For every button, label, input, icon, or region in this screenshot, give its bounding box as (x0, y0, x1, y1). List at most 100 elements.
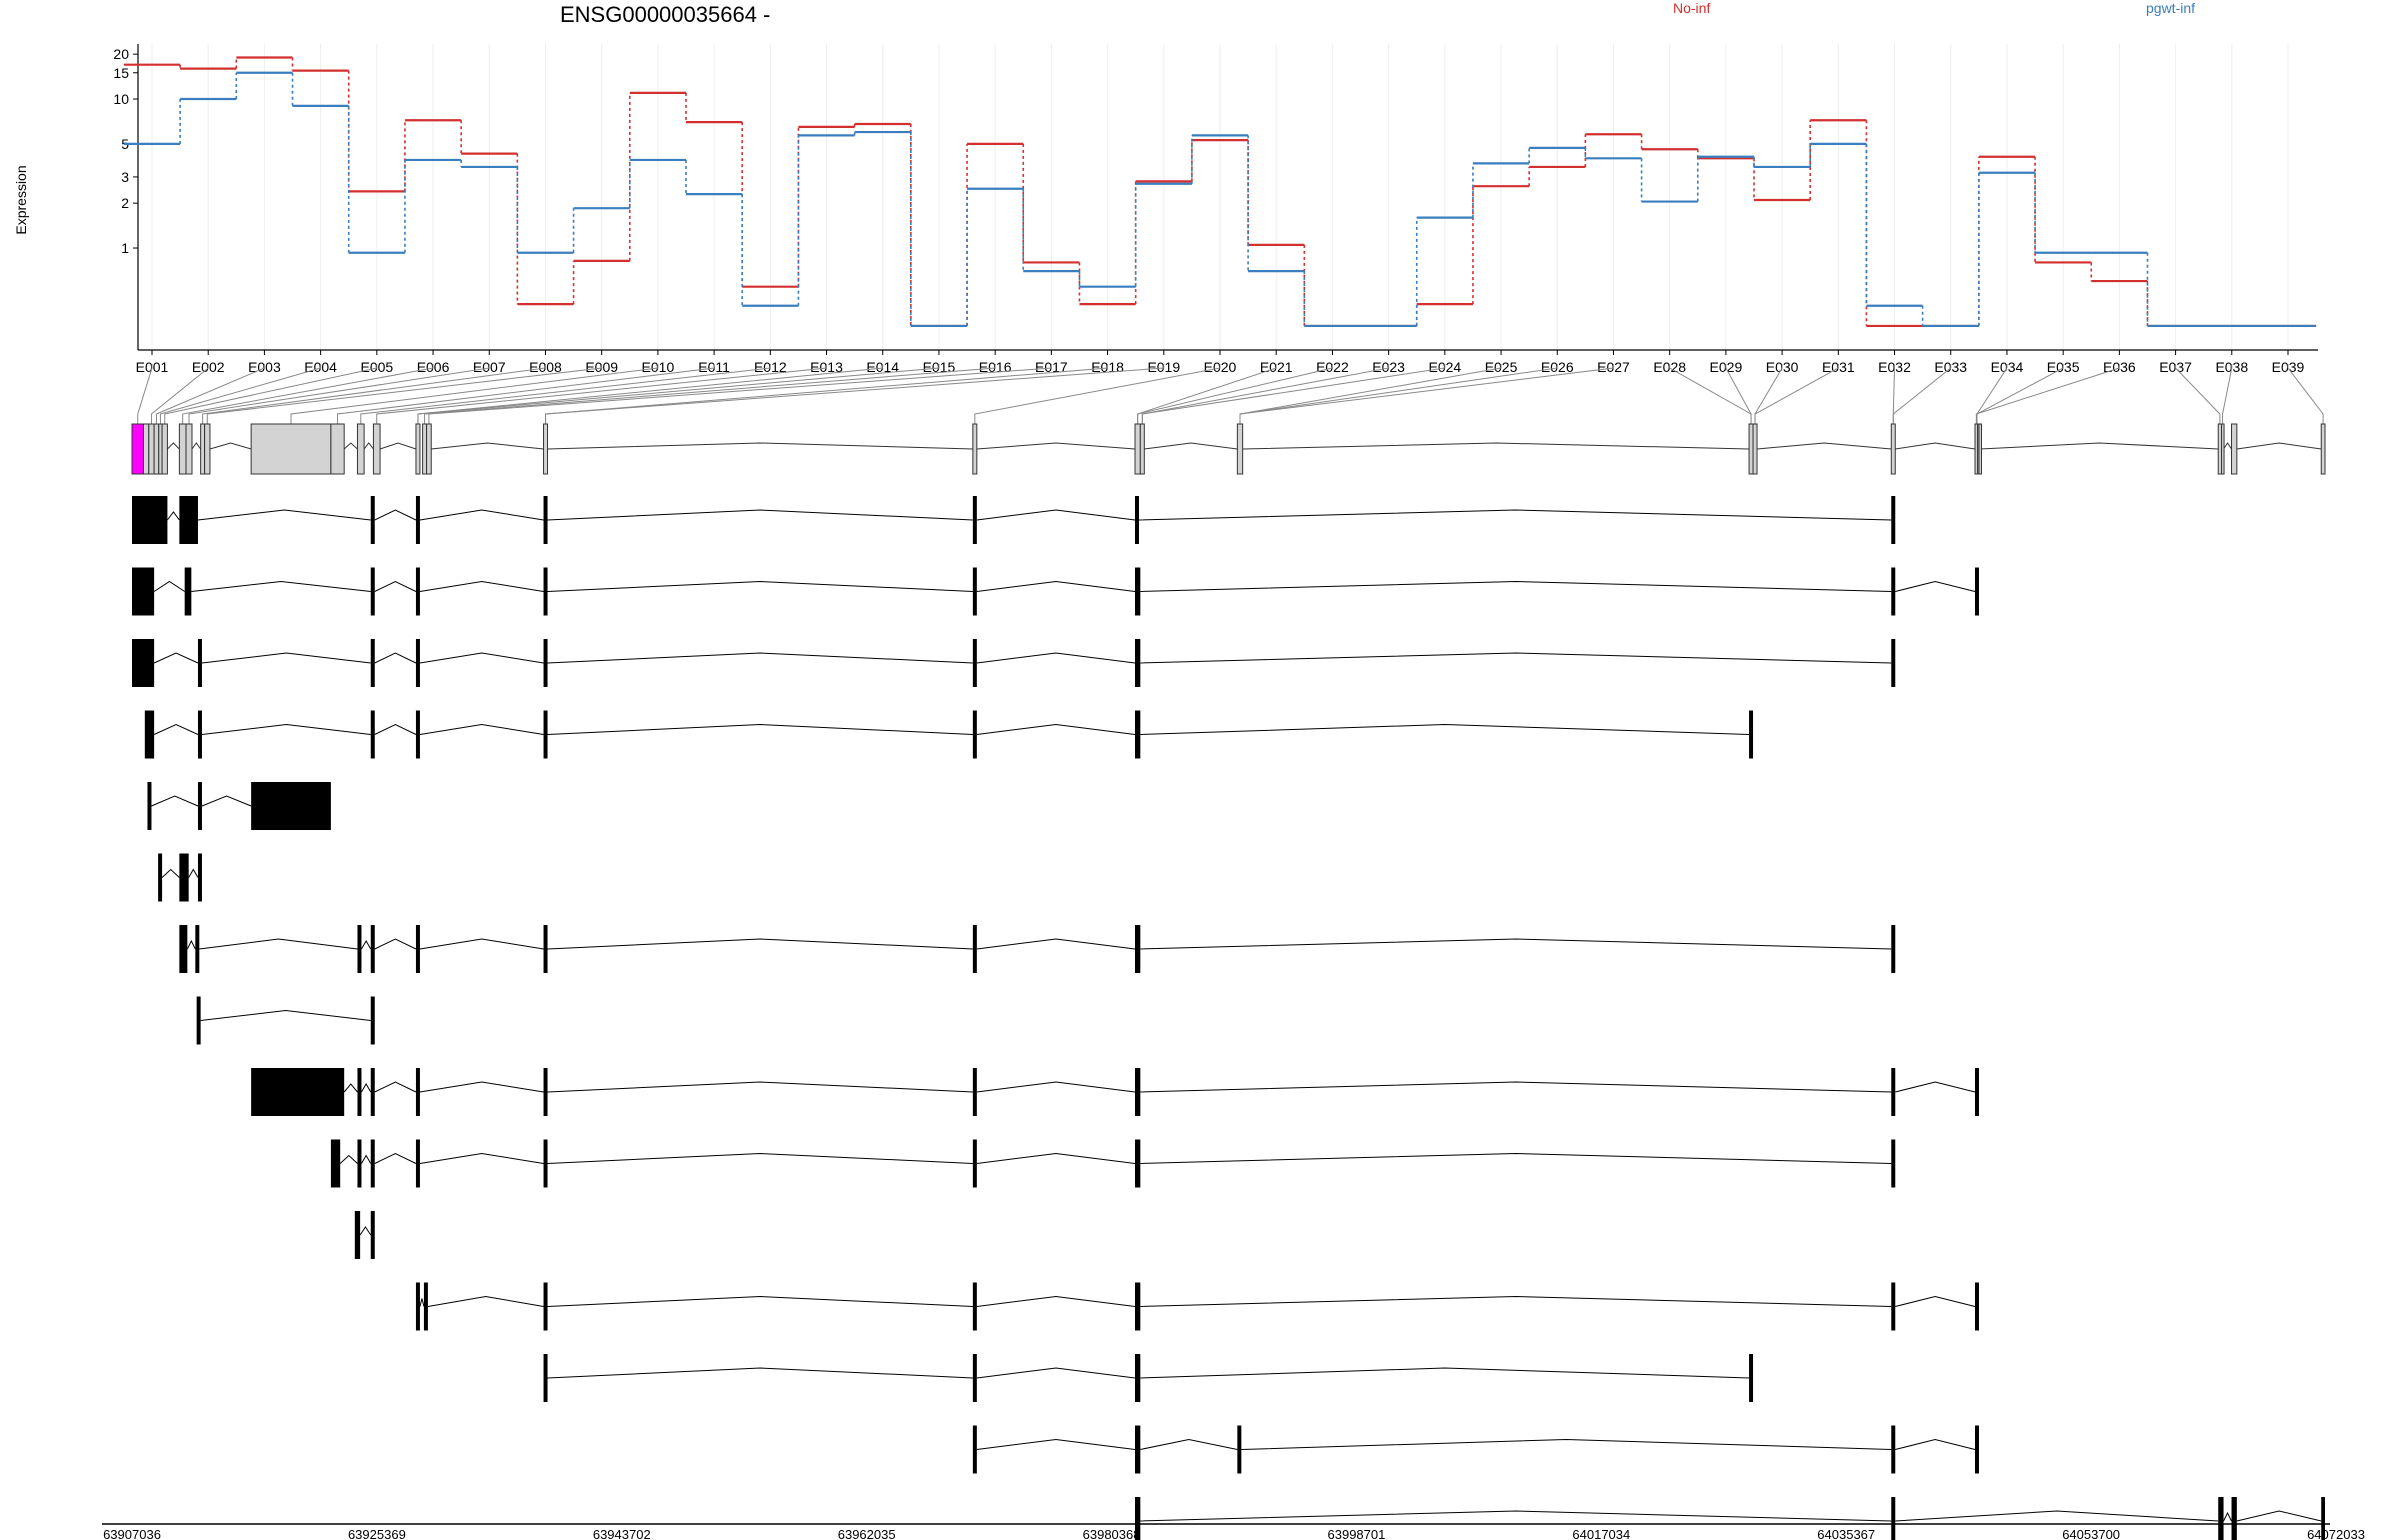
exon-bin (1236, 423, 1244, 475)
exon (1135, 1068, 1141, 1116)
exon-bin-intron (976, 442, 1136, 450)
exon-bin-intron (1756, 442, 1892, 450)
intron (153, 723, 199, 735)
intron (547, 1367, 973, 1379)
exon (1135, 925, 1141, 973)
chart-title: ENSG00000035664 - (560, 2, 770, 27)
exon-link (545, 364, 1165, 424)
exon-bin (148, 423, 155, 475)
intron (153, 580, 185, 592)
series-pgwt-inf (123, 71, 2317, 328)
intron (361, 1083, 372, 1093)
transcript-track (330, 1139, 1896, 1188)
intron (339, 1154, 358, 1164)
intron (547, 652, 973, 664)
exon (370, 639, 375, 687)
transcript-track (132, 567, 1979, 616)
series-no-inf (123, 56, 2317, 328)
exon-bin (131, 423, 144, 475)
exon-bin (1978, 423, 1982, 475)
exon (415, 496, 420, 544)
axes (137, 44, 2318, 351)
exon-link (150, 364, 209, 424)
genomic-tick-label: 63943702 (593, 1527, 651, 1540)
exon (1237, 1425, 1242, 1474)
intron (153, 652, 199, 664)
exon (1135, 1425, 1141, 1474)
exon (972, 1354, 977, 1402)
intron (419, 1298, 425, 1307)
intron (1140, 938, 1892, 950)
exon-bin (1134, 423, 1141, 475)
transcript-track (354, 1211, 375, 1259)
intron (1895, 1081, 1976, 1093)
exon (144, 710, 155, 759)
exon-bin-intron (343, 442, 358, 450)
exon (543, 639, 548, 687)
exon (972, 925, 977, 973)
intron (186, 939, 196, 950)
exon (197, 639, 202, 687)
exon-link (428, 364, 1052, 424)
exon-bin (543, 423, 549, 475)
intron (361, 1154, 372, 1164)
exon (370, 1139, 375, 1188)
intron (374, 723, 417, 735)
intron (1140, 1510, 1892, 1522)
exon (251, 782, 331, 830)
exon-link (360, 364, 771, 424)
transcript-tracks (132, 496, 2325, 1540)
exon-link (290, 364, 659, 424)
exon-bin-intron (431, 442, 544, 450)
exon-bin-track (131, 423, 2326, 475)
y-tick-label: 20 (113, 46, 129, 62)
exon (330, 1139, 341, 1188)
intron (976, 1295, 1136, 1307)
intron (976, 1081, 1136, 1093)
genomic-tick-label: 64017034 (1572, 1527, 1630, 1540)
exon (251, 1068, 345, 1116)
exon-link (188, 364, 490, 424)
exon (2231, 1497, 2237, 1540)
exon-link (1725, 364, 1752, 424)
exon-bin (356, 423, 365, 475)
exon (1135, 496, 1139, 544)
intron (547, 723, 973, 735)
exon-link (164, 364, 378, 424)
exon-bin-intron (167, 442, 180, 450)
transcript-track (158, 853, 202, 902)
intron (374, 1152, 417, 1164)
intron (199, 938, 358, 950)
intron (1895, 1295, 1976, 1307)
exon (354, 1211, 361, 1259)
exon-link (2287, 364, 2324, 424)
exon (543, 567, 548, 616)
exon (1135, 1139, 1141, 1188)
exon (972, 1282, 977, 1331)
exon (357, 925, 362, 973)
exon-bin (372, 423, 381, 475)
exon-bin-intron (1980, 442, 2219, 450)
transcript-track (543, 1354, 1754, 1402)
exon (1891, 925, 1896, 973)
intron (976, 580, 1136, 592)
exon-bin-intron (1144, 442, 1238, 450)
exon-link (417, 364, 940, 424)
exon-bin (2221, 423, 2225, 475)
exon-link (155, 364, 265, 424)
exon-bin (153, 423, 160, 475)
intron (1895, 1438, 1976, 1450)
exon (1891, 1068, 1896, 1116)
exon-link (137, 364, 153, 424)
exon-bin (1139, 423, 1145, 475)
exon (1891, 496, 1896, 544)
y-tick-label: 2 (121, 195, 129, 211)
intron (1140, 1081, 1892, 1093)
genomic-tick-label: 63907036 (103, 1527, 161, 1540)
exon (370, 567, 375, 616)
intron (976, 938, 1136, 950)
exon-bin (2231, 423, 2238, 475)
exon (147, 782, 152, 830)
exon (158, 853, 163, 902)
intron (547, 509, 973, 521)
